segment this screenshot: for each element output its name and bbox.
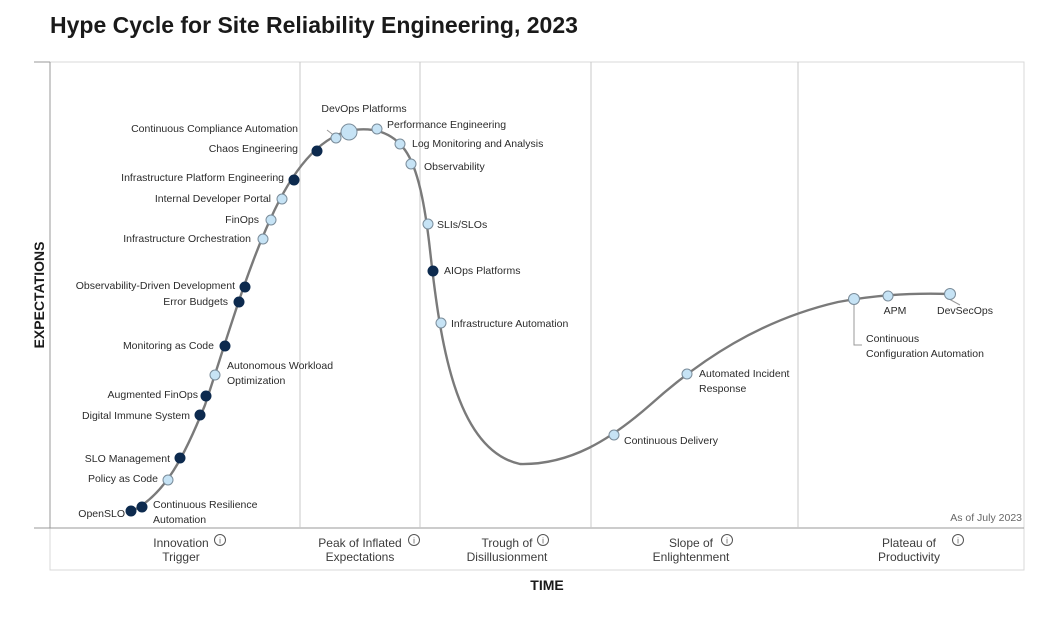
as-of-note: As of July 2023 <box>950 512 1022 524</box>
info-icon[interactable]: i <box>721 534 733 546</box>
technology-marker-digital-immune-system[interactable] <box>194 409 206 421</box>
technology-label-apm: APM <box>884 305 907 317</box>
technology-marker-policy-as-code[interactable] <box>162 474 174 486</box>
y-axis-title: EXPECTATIONS <box>31 242 47 349</box>
svg-text:Slope of: Slope of <box>669 536 714 550</box>
technology-label-chaos-engineering: Chaos Engineering <box>209 143 298 155</box>
technology-label-augmented-finops: Augmented FinOps <box>108 389 198 401</box>
technology-label-finops: FinOps <box>225 214 259 226</box>
svg-text:Productivity: Productivity <box>878 550 940 564</box>
svg-text:i: i <box>726 537 728 546</box>
technology-marker-devsecops[interactable] <box>944 288 956 300</box>
technology-marker-continuous-resilience-automation[interactable] <box>136 501 148 513</box>
leader-line <box>948 298 961 306</box>
technology-marker-autonomous-workload-optimization[interactable] <box>209 369 221 381</box>
technology-label-autonomous-workload-optimization: Optimization <box>227 375 286 387</box>
technology-marker-monitoring-as-code[interactable] <box>219 340 231 352</box>
technology-marker-openslo[interactable] <box>125 505 137 517</box>
svg-text:i: i <box>542 537 544 546</box>
svg-text:Trough of: Trough of <box>482 536 534 550</box>
technology-label-digital-immune-system: Digital Immune System <box>82 410 190 422</box>
technology-label-continuous-configuration-automation: Continuous <box>866 333 919 345</box>
technology-marker-performance-engineering[interactable] <box>371 123 383 135</box>
svg-text:Enlightenment: Enlightenment <box>653 550 730 564</box>
technology-marker-slis-slos[interactable] <box>422 218 434 230</box>
info-icon[interactable]: i <box>408 534 420 546</box>
phase-label-peak: Peak of Inflated Expectations i <box>318 534 420 564</box>
svg-text:Trigger: Trigger <box>162 550 200 564</box>
phase-label-trough: Trough of Disillusionment i <box>467 534 549 564</box>
technology-marker-slo-management[interactable] <box>174 452 186 464</box>
technology-marker-augmented-finops[interactable] <box>200 390 212 402</box>
svg-text:Expectations: Expectations <box>326 550 395 564</box>
svg-text:Disillusionment: Disillusionment <box>467 550 548 564</box>
technology-marker-internal-developer-portal[interactable] <box>276 193 288 205</box>
technology-marker-observability-driven-development[interactable] <box>239 281 251 293</box>
svg-text:i: i <box>957 537 959 546</box>
technology-marker-error-budgets[interactable] <box>233 296 245 308</box>
technology-marker-chaos-engineering[interactable] <box>311 145 323 157</box>
technology-label-autonomous-workload-optimization: Autonomous Workload <box>227 360 333 372</box>
technology-label-continuous-configuration-automation: Configuration Automation <box>866 348 984 360</box>
svg-text:Peak of Inflated: Peak of Inflated <box>318 536 401 550</box>
technology-label-automated-incident-response: Automated Incident <box>699 368 790 380</box>
technology-label-devops-platforms: DevOps Platforms <box>321 103 406 115</box>
hype-curve <box>131 128 951 513</box>
technology-label-slo-management: SLO Management <box>85 453 170 465</box>
technology-label-error-budgets: Error Budgets <box>163 296 228 308</box>
technology-label-performance-engineering: Performance Engineering <box>387 119 506 131</box>
technology-marker-devops-platforms[interactable] <box>340 123 358 141</box>
info-icon[interactable]: i <box>952 534 964 546</box>
technology-label-infrastructure-platform-engineering: Infrastructure Platform Engineering <box>121 172 284 184</box>
svg-text:i: i <box>413 537 415 546</box>
technology-marker-automated-incident-response[interactable] <box>681 368 693 380</box>
technology-label-observability-driven-development: Observability-Driven Development <box>76 280 235 292</box>
technology-label-continuous-delivery: Continuous Delivery <box>624 435 719 447</box>
technology-marker-infrastructure-automation[interactable] <box>435 317 447 329</box>
technology-label-devsecops: DevSecOps <box>937 305 993 317</box>
technology-marker-log-monitoring-and-analysis[interactable] <box>394 138 406 150</box>
technology-marker-continuous-compliance-automation[interactable] <box>330 132 342 144</box>
x-axis-title: TIME <box>530 577 563 593</box>
technology-marker-observability[interactable] <box>405 158 417 170</box>
svg-text:i: i <box>219 537 221 546</box>
page-title: Hype Cycle for Site Reliability Engineer… <box>50 12 578 38</box>
technology-label-continuous-compliance-automation: Continuous Compliance Automation <box>131 123 298 135</box>
technology-label-continuous-resilience-automation: Continuous Resilience <box>153 499 258 511</box>
technology-label-aiops-platforms: AIOps Platforms <box>444 265 520 277</box>
technology-label-slis-slos: SLIs/SLOs <box>437 219 487 231</box>
technology-marker-apm[interactable] <box>882 290 894 302</box>
svg-text:Plateau of: Plateau of <box>882 536 937 550</box>
technology-label-automated-incident-response: Response <box>699 383 746 395</box>
info-icon[interactable]: i <box>214 534 226 546</box>
svg-text:Innovation: Innovation <box>153 536 208 550</box>
technology-label-continuous-resilience-automation: Automation <box>153 514 206 526</box>
technology-marker-continuous-configuration-automation[interactable] <box>848 293 860 305</box>
technology-marker-infrastructure-orchestration[interactable] <box>257 233 269 245</box>
technology-label-observability: Observability <box>424 161 485 173</box>
technology-marker-infrastructure-platform-engineering[interactable] <box>288 174 300 186</box>
technology-marker-aiops-platforms[interactable] <box>427 265 439 277</box>
leader-line <box>853 299 862 346</box>
plot-frame <box>49 61 1025 571</box>
technology-label-infrastructure-automation: Infrastructure Automation <box>451 318 568 330</box>
info-icon[interactable]: i <box>537 534 549 546</box>
technology-marker-continuous-delivery[interactable] <box>608 429 620 441</box>
phase-label-plateau: Plateau of Productivity i <box>878 534 964 564</box>
technology-label-policy-as-code: Policy as Code <box>88 473 158 485</box>
technology-label-monitoring-as-code: Monitoring as Code <box>123 340 214 352</box>
technology-label-internal-developer-portal: Internal Developer Portal <box>155 193 271 205</box>
technology-label-log-monitoring-and-analysis: Log Monitoring and Analysis <box>412 138 543 150</box>
technology-marker-finops[interactable] <box>265 214 277 226</box>
technology-label-infrastructure-orchestration: Infrastructure Orchestration <box>123 233 251 245</box>
phase-label-slope: Slope of Enlightenment i <box>653 534 733 564</box>
phase-label-innovation-trigger: Innovation Trigger i <box>153 534 226 564</box>
technology-label-openslo: OpenSLO <box>78 508 125 520</box>
